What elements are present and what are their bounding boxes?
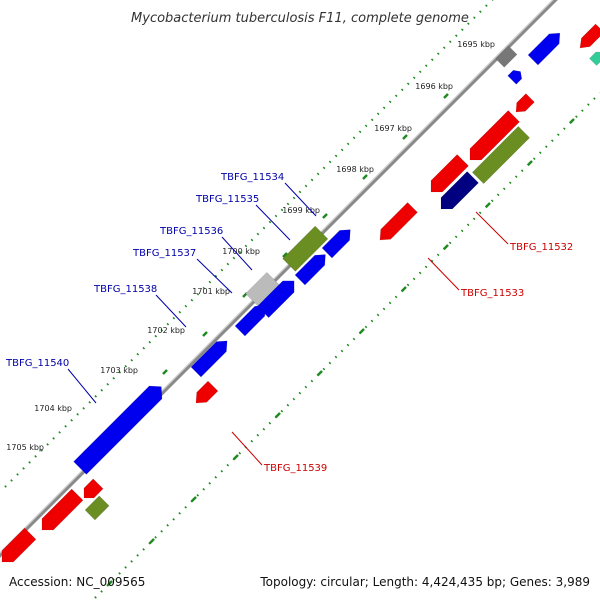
cds-forward-arrow — [256, 280, 295, 319]
cds-reverse-arrow — [41, 488, 84, 531]
gene-labels: TBFG_11534 TBFG_11535 TBFG_11536 TBFG_11537… — [5, 172, 573, 474]
gene-label-leader — [284, 182, 317, 217]
inner-tick-mark — [149, 538, 155, 544]
kbp-tick-mark — [362, 174, 368, 180]
gene-label-leader — [255, 204, 291, 241]
gene-features — [1, 23, 600, 563]
gene-label: TBFG_11534 — [220, 172, 284, 183]
genome-backbone — [0, 0, 558, 558]
inner-tick-line — [94, 92, 600, 599]
kbp-tick-label: 1704 kbp — [34, 404, 72, 413]
cds-reverse-arrow — [379, 202, 418, 241]
kbp-tick-label: 1696 kbp — [415, 82, 453, 91]
gene-label: TBFG_11532 — [509, 242, 573, 253]
kbp-tick-label: 1698 kbp — [336, 165, 374, 174]
cds-forward-arrow — [294, 254, 326, 286]
kbp-tick-label: 1700 kbp — [222, 247, 260, 256]
cds-reverse-arrow — [515, 93, 535, 113]
inner-tick-mark — [317, 370, 323, 376]
cds-reverse-arrow — [469, 110, 520, 161]
gene-feature-arrow — [495, 45, 518, 68]
cds-forward-arrow — [190, 340, 228, 378]
inner-tick-mark — [401, 286, 407, 292]
gene-label-leader — [475, 211, 509, 245]
kbp-tick-label: 1702 kbp — [147, 326, 185, 335]
inner-tick-track — [94, 92, 600, 599]
cds-reverse-arrow — [579, 23, 600, 49]
cds-reverse-arrow — [83, 478, 104, 499]
kbp-tick-mark — [202, 331, 208, 337]
gene-feature-arrow — [471, 125, 531, 185]
cds-reverse-arrow — [195, 380, 219, 404]
gene-label-leader — [427, 257, 460, 291]
cds-reverse-arrow — [430, 154, 469, 193]
kbp-tick-label: 1701 kbp — [192, 287, 230, 296]
inner-tick-mark — [443, 244, 449, 250]
gene-label: TBFG_11540 — [5, 358, 69, 369]
inner-tick-mark — [527, 160, 533, 166]
gene-label-leader — [155, 294, 187, 328]
kbp-tick-mark — [162, 369, 168, 375]
map-title: Mycobacterium tuberculosis F11, complete… — [131, 11, 469, 26]
gene-label-leader — [221, 236, 253, 271]
gene-label: TBFG_11536 — [159, 226, 223, 237]
gene-label: TBFG_11539 — [263, 463, 327, 474]
gene-feature-arrow — [440, 171, 479, 210]
cds-reverse-arrow — [1, 527, 37, 563]
gene-label: TBFG_11537 — [132, 248, 196, 259]
gene-label-leader — [231, 431, 263, 466]
kbp-tick-track: 1695 kbp 1696 kbp 1697 kbp 1698 kbp 1699 kbp… — [4, 0, 503, 488]
kbp-tick-label: 1697 kbp — [374, 124, 412, 133]
kbp-tick-label: 1703 kbp — [100, 366, 138, 375]
gene-feature-arrow — [589, 51, 600, 66]
gene-label: TBFG_11533 — [460, 288, 524, 299]
kbp-tick-mark — [282, 252, 288, 258]
cds-forward-arrow — [527, 32, 561, 66]
kbp-tick-label: 1695 kbp — [457, 40, 495, 49]
accession-text: Accession: NC_009565 — [9, 575, 145, 589]
genome-backbone-highlight — [0, 0, 554, 554]
gene-label-leader — [196, 258, 233, 294]
inner-tick-mark — [485, 202, 491, 208]
gene-label: TBFG_11535 — [195, 194, 259, 205]
kbp-tick-mark — [322, 213, 328, 219]
kbp-tick-mark — [443, 93, 449, 99]
inner-tick-mark — [359, 328, 365, 334]
inner-tick-mark — [569, 118, 575, 124]
cds-forward-arrow — [507, 69, 523, 85]
kbp-tick-label: 1705 kbp — [6, 443, 44, 452]
gene-feature-arrow — [282, 225, 329, 272]
gene-feature-arrow — [84, 495, 110, 521]
gene-feature-arrow — [245, 271, 281, 307]
inner-tick-mark — [275, 412, 281, 418]
cds-forward-arrow — [321, 229, 351, 259]
cds-forward-arrow — [73, 385, 163, 475]
kbp-tick-mark — [402, 134, 408, 140]
topology-summary: Topology: circular; Length: 4,424,435 bp… — [259, 575, 590, 589]
inner-tick-mark — [107, 580, 113, 586]
inner-tick-mark — [191, 496, 197, 502]
gene-label: TBFG_11538 — [93, 284, 157, 295]
kbp-tick-label: 1699 kbp — [282, 206, 320, 215]
outer-tick-line — [4, 0, 494, 488]
inner-tick-mark — [233, 454, 239, 460]
gene-label-leader — [67, 368, 97, 404]
